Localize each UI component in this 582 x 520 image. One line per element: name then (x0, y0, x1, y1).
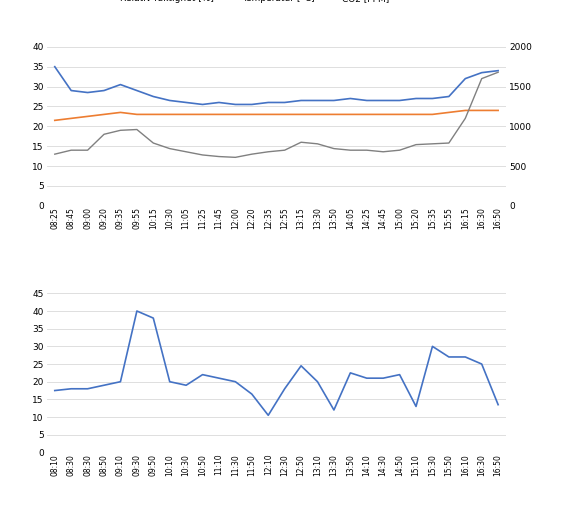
Legend: Relativ fuktighet [%], Temperatur [°C], CO2 [PPM]: Relativ fuktighet [%], Temperatur [°C], … (95, 0, 393, 7)
